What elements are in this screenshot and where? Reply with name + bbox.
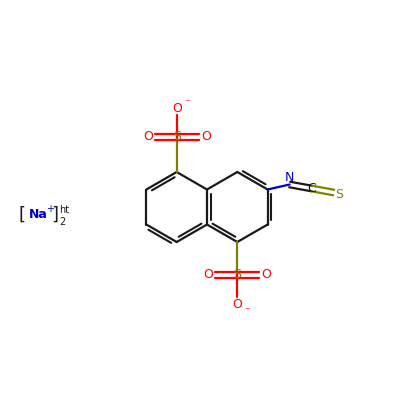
- Text: S: S: [233, 268, 241, 282]
- Text: N: N: [285, 171, 294, 184]
- Text: S: S: [336, 188, 344, 201]
- Text: ]: ]: [51, 206, 58, 224]
- Text: O: O: [232, 298, 242, 312]
- Text: C: C: [307, 182, 316, 195]
- Text: O: O: [261, 268, 271, 282]
- Text: O: O: [201, 130, 211, 144]
- Text: ht: ht: [59, 205, 69, 215]
- Text: S: S: [173, 130, 181, 144]
- Text: ⁻: ⁻: [244, 306, 250, 316]
- Text: [: [: [18, 206, 25, 224]
- Text: 2: 2: [59, 217, 65, 227]
- Text: O: O: [172, 102, 182, 114]
- Text: Na: Na: [29, 208, 48, 222]
- Text: ⁻: ⁻: [184, 98, 190, 108]
- Text: +: +: [46, 204, 54, 214]
- Text: O: O: [143, 130, 153, 144]
- Text: O: O: [203, 268, 213, 282]
